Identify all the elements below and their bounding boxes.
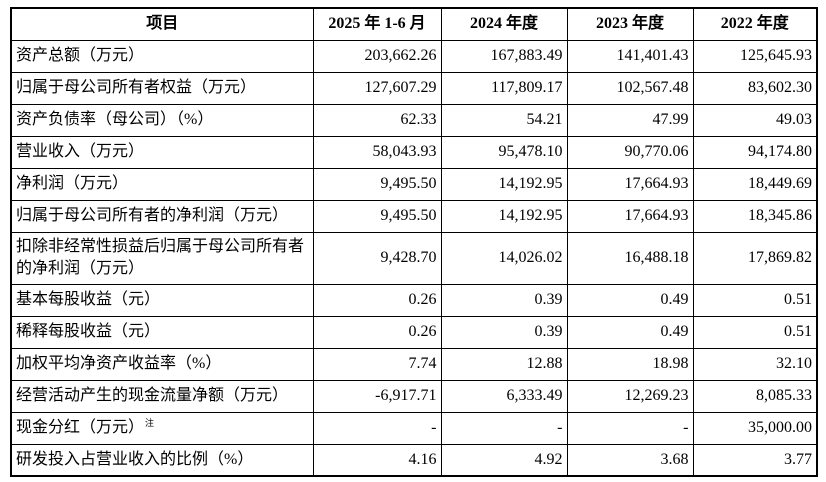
row-label: 加权平均净资产收益率（%） (10, 347, 314, 381)
cell-value: 8,085.33 (692, 379, 818, 413)
row-label: 资产负债率（母公司）（%） (10, 103, 314, 137)
cell-value: 167,883.49 (440, 39, 568, 73)
cell-value: 0.51 (692, 315, 818, 349)
table-row: 加权平均净资产收益率（%） 7.74 12.88 18.98 32.10 (10, 347, 818, 381)
row-label: 基本每股收益（元） (10, 283, 314, 317)
cell-value: 14,192.95 (440, 167, 568, 201)
column-header-item: 项目 (10, 7, 314, 41)
cell-value: 203,662.26 (312, 39, 442, 73)
cell-value: 47.99 (566, 103, 694, 137)
row-label: 经营活动产生的现金流量净额（万元） (10, 379, 314, 413)
cell-value: 0.26 (312, 315, 442, 349)
table-header-row: 项目 2025 年 1-6 月 2024 年度 2023 年度 2022 年度 (10, 7, 818, 41)
cell-value: 7.74 (312, 347, 442, 381)
table-row: 归属于母公司所有者的净利润（万元） 9,495.50 14,192.95 17,… (10, 199, 818, 233)
table-row: 扣除非经常性损益后归属于母公司所有者的净利润（万元） 9,428.70 14,0… (10, 231, 818, 285)
cell-value: 0.26 (312, 283, 442, 317)
cell-value: 12.88 (440, 347, 568, 381)
cell-value: 54.21 (440, 103, 568, 137)
cell-value: -6,917.71 (312, 379, 442, 413)
cell-value: 16,488.18 (566, 231, 694, 285)
cell-value: 125,645.93 (692, 39, 818, 73)
cell-value: 14,192.95 (440, 199, 568, 233)
column-header-2023: 2023 年度 (566, 7, 694, 41)
row-label: 归属于母公司所有者权益（万元） (10, 71, 314, 105)
cell-value: 141,401.43 (566, 39, 694, 73)
cell-value: 18.98 (566, 347, 694, 381)
cell-value: 35,000.00 (692, 411, 818, 445)
cell-value: 17,664.93 (566, 167, 694, 201)
cell-value: 0.39 (440, 315, 568, 349)
financial-summary-table: 项目 2025 年 1-6 月 2024 年度 2023 年度 2022 年度 … (10, 7, 818, 477)
cell-value: 18,449.69 (692, 167, 818, 201)
cell-value: 17,869.82 (692, 231, 818, 285)
cell-value: - (566, 411, 694, 445)
cell-value: 62.33 (312, 103, 442, 137)
table-row: 现金分红（万元）注 - - - 35,000.00 (10, 411, 818, 445)
cell-value: 9,495.50 (312, 199, 442, 233)
cell-value: 0.49 (566, 283, 694, 317)
cell-value: 94,174.80 (692, 135, 818, 169)
row-label: 资产总额（万元） (10, 39, 314, 73)
cell-value: 4.16 (312, 443, 442, 477)
table-row: 稀释每股收益（元） 0.26 0.39 0.49 0.51 (10, 315, 818, 349)
note-superscript: 注 (145, 417, 155, 428)
table-row: 净利润（万元） 9,495.50 14,192.95 17,664.93 18,… (10, 167, 818, 201)
cell-value: 3.77 (692, 443, 818, 477)
cell-value: 6,333.49 (440, 379, 568, 413)
row-label: 现金分红（万元）注 (10, 411, 314, 445)
cell-value: 3.68 (566, 443, 694, 477)
table-row: 经营活动产生的现金流量净额（万元） -6,917.71 6,333.49 12,… (10, 379, 818, 413)
cell-value: 83,602.30 (692, 71, 818, 105)
table-row: 营业收入（万元） 58,043.93 95,478.10 90,770.06 9… (10, 135, 818, 169)
row-label: 归属于母公司所有者的净利润（万元） (10, 199, 314, 233)
cell-value: 32.10 (692, 347, 818, 381)
cell-value: 102,567.48 (566, 71, 694, 105)
cell-value: 14,026.02 (440, 231, 568, 285)
row-label: 扣除非经常性损益后归属于母公司所有者的净利润（万元） (10, 231, 314, 285)
cell-value: 90,770.06 (566, 135, 694, 169)
cell-value: - (440, 411, 568, 445)
column-header-2022: 2022 年度 (692, 7, 818, 41)
cell-value: 12,269.23 (566, 379, 694, 413)
cell-value: 117,809.17 (440, 71, 568, 105)
cell-value: 4.92 (440, 443, 568, 477)
cell-value: 0.39 (440, 283, 568, 317)
cell-value: 0.49 (566, 315, 694, 349)
row-label: 净利润（万元） (10, 167, 314, 201)
row-label: 营业收入（万元） (10, 135, 314, 169)
cell-value: 17,664.93 (566, 199, 694, 233)
cell-value: - (312, 411, 442, 445)
cell-value: 58,043.93 (312, 135, 442, 169)
table-row: 资产负债率（母公司）（%） 62.33 54.21 47.99 49.03 (10, 103, 818, 137)
table-row: 归属于母公司所有者权益（万元） 127,607.29 117,809.17 10… (10, 71, 818, 105)
cell-value: 9,428.70 (312, 231, 442, 285)
cell-value: 49.03 (692, 103, 818, 137)
cell-value: 127,607.29 (312, 71, 442, 105)
column-header-2024: 2024 年度 (440, 7, 568, 41)
row-label: 稀释每股收益（元） (10, 315, 314, 349)
table-row: 基本每股收益（元） 0.26 0.39 0.49 0.51 (10, 283, 818, 317)
cell-value: 9,495.50 (312, 167, 442, 201)
table-row: 资产总额（万元） 203,662.26 167,883.49 141,401.4… (10, 39, 818, 73)
row-label-text: 现金分红（万元） (16, 419, 145, 437)
cell-value: 0.51 (692, 283, 818, 317)
row-label: 研发投入占营业收入的比例（%） (10, 443, 314, 477)
cell-value: 95,478.10 (440, 135, 568, 169)
column-header-2025h1: 2025 年 1-6 月 (312, 7, 442, 41)
cell-value: 18,345.86 (692, 199, 818, 233)
table-row: 研发投入占营业收入的比例（%） 4.16 4.92 3.68 3.77 (10, 443, 818, 477)
